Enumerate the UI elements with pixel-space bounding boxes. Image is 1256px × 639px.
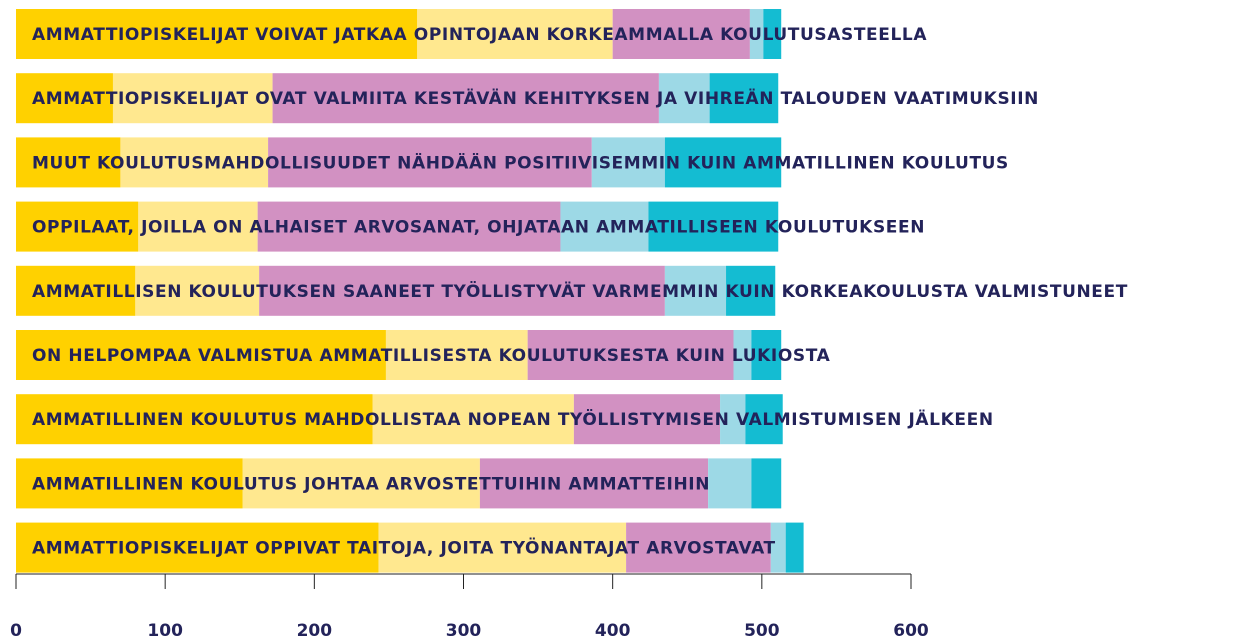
bar-segment — [612, 9, 750, 59]
x-tick-label: 400 — [595, 621, 631, 639]
bar-segment — [417, 9, 613, 59]
bar-segment — [745, 394, 783, 445]
bar-segment — [770, 522, 786, 573]
bar-segment — [708, 458, 752, 509]
bar-segment — [763, 9, 782, 59]
bar-segment — [751, 458, 782, 509]
bar-segment — [138, 201, 258, 252]
bar-segment — [591, 137, 665, 188]
category-label: MUUT KOULUTUSMAHDOLLISUUDET NÄHDÄÄN POSI… — [32, 151, 1009, 173]
bar-segment — [16, 394, 373, 445]
bar-segment — [120, 137, 269, 188]
x-tick-label: 600 — [893, 621, 929, 639]
bar-segment — [573, 394, 721, 445]
category-label: ON HELPOMPAA VALMISTUA AMMATILLISESTA KO… — [32, 346, 831, 366]
category-label: AMMATTIOPISKELIJAT OVAT VALMIITA KESTÄVÄ… — [32, 87, 1039, 109]
bar-segment — [16, 522, 379, 573]
bar-segment — [16, 330, 386, 380]
category-label: AMMATTIOPISKELIJAT VOIVAT JATKAA OPINTOJ… — [32, 25, 927, 45]
x-tick-label: 200 — [297, 621, 333, 639]
bar-segment — [733, 330, 752, 380]
x-tick-label: 500 — [744, 621, 780, 639]
bar-segment — [726, 265, 776, 316]
bar-segment — [751, 330, 782, 380]
x-tick-label: 100 — [147, 621, 183, 639]
category-label: AMMATILLINEN KOULUTUS JOHTAA ARVOSTETTUI… — [32, 474, 710, 494]
bar-segment — [272, 73, 659, 124]
bar-segment — [658, 73, 710, 124]
bar-segment — [560, 201, 649, 252]
bar-segment — [785, 522, 804, 573]
bar-segment — [385, 330, 528, 380]
bar-segment — [479, 458, 709, 509]
bar-segment — [709, 73, 779, 124]
bar-segment — [527, 330, 734, 380]
bar-segment — [16, 73, 113, 124]
bar-segment — [112, 73, 273, 124]
bar-segment — [259, 265, 665, 316]
bar-segment — [257, 201, 561, 252]
bar-segment — [16, 265, 136, 316]
bar-segment — [242, 458, 480, 509]
category-label: AMMATILLISEN KOULUTUKSEN SAANEET TYÖLLIS… — [32, 280, 1128, 302]
bar-segment — [16, 201, 139, 252]
bar-segment — [664, 137, 782, 188]
x-tick-label: 300 — [446, 621, 482, 639]
bar-segment — [664, 265, 727, 316]
bar-segment — [16, 137, 121, 188]
bar-segment — [372, 394, 574, 445]
category-label: AMMATTIOPISKELIJAT OPPIVAT TAITOJA, JOIT… — [32, 537, 776, 559]
bar-segment — [626, 522, 771, 573]
bar-segment — [16, 9, 418, 59]
bar-segment — [135, 265, 260, 316]
bar-segment — [648, 201, 779, 252]
bar-segment — [749, 9, 764, 59]
bar-segment — [268, 137, 592, 188]
x-tick-label: 0 — [10, 621, 22, 639]
category-label: AMMATILLINEN KOULUTUS MAHDOLLISTAA NOPEA… — [32, 408, 994, 430]
bar-segment — [720, 394, 746, 445]
bar-segment — [16, 458, 243, 509]
category-label: OPPILAAT, JOILLA ON ALHAISET ARVOSANAT, … — [32, 218, 925, 238]
bar-segment — [378, 522, 627, 573]
